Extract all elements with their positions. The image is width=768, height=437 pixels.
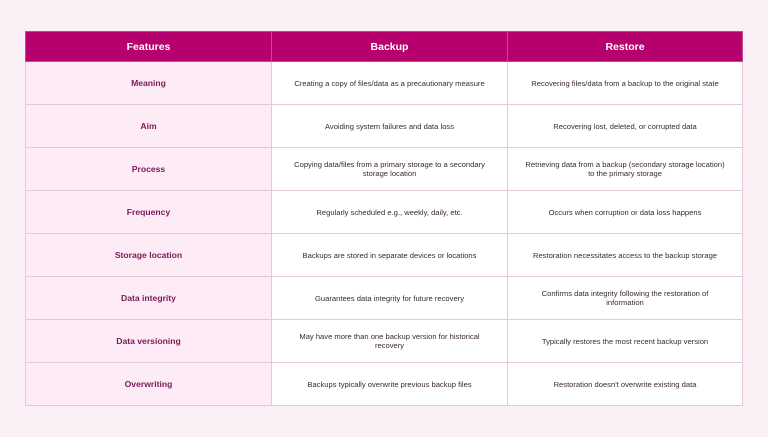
restore-cell: Recovering files/data from a backup to t… (507, 61, 743, 105)
table-row: Overwriting Backups typically overwrite … (25, 362, 743, 406)
comparison-table: Features Backup Restore Meaning Creating… (25, 31, 743, 406)
restore-cell: Retrieving data from a backup (secondary… (507, 147, 743, 191)
table-row: Data integrity Guarantees data integrity… (25, 276, 743, 320)
backup-cell: Copying data/files from a primary storag… (271, 147, 508, 191)
restore-cell: Typically restores the most recent backu… (507, 319, 743, 363)
feature-cell: Data versioning (25, 319, 272, 363)
restore-cell: Recovering lost, deleted, or corrupted d… (507, 104, 743, 148)
header-restore: Restore (507, 31, 743, 62)
backup-cell: Backups are stored in separate devices o… (271, 233, 508, 277)
table-row: Data versioning May have more than one b… (25, 319, 743, 363)
feature-cell: Process (25, 147, 272, 191)
feature-cell: Storage location (25, 233, 272, 277)
header-backup: Backup (271, 31, 508, 62)
backup-cell: Avoiding system failures and data loss (271, 104, 508, 148)
restore-cell: Occurs when corruption or data loss happ… (507, 190, 743, 234)
backup-cell: Guarantees data integrity for future rec… (271, 276, 508, 320)
table-row: Process Copying data/files from a primar… (25, 147, 743, 191)
feature-cell: Overwriting (25, 362, 272, 406)
feature-cell: Meaning (25, 61, 272, 105)
restore-cell: Restoration doesn't overwrite existing d… (507, 362, 743, 406)
table-row: Storage location Backups are stored in s… (25, 233, 743, 277)
restore-cell: Restoration necessitates access to the b… (507, 233, 743, 277)
backup-cell: Regularly scheduled e.g., weekly, daily,… (271, 190, 508, 234)
backup-cell: Creating a copy of files/data as a preca… (271, 61, 508, 105)
table-header-row: Features Backup Restore (25, 31, 743, 62)
table-row: Aim Avoiding system failures and data lo… (25, 104, 743, 148)
feature-cell: Data integrity (25, 276, 272, 320)
feature-cell: Aim (25, 104, 272, 148)
restore-cell: Confirms data integrity following the re… (507, 276, 743, 320)
feature-cell: Frequency (25, 190, 272, 234)
backup-cell: May have more than one backup version fo… (271, 319, 508, 363)
table-row: Frequency Regularly scheduled e.g., week… (25, 190, 743, 234)
header-features: Features (25, 31, 272, 62)
table-row: Meaning Creating a copy of files/data as… (25, 61, 743, 105)
backup-cell: Backups typically overwrite previous bac… (271, 362, 508, 406)
